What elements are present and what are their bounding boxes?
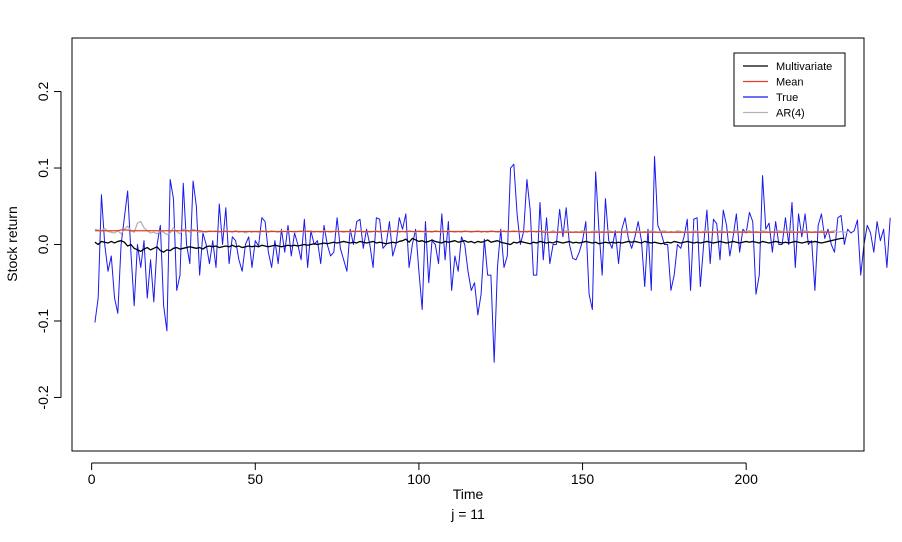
x-tick-label: 0: [88, 471, 96, 487]
y-tick-label: 0.2: [35, 82, 51, 102]
x-tick-label: 200: [735, 471, 759, 487]
y-axis: -0.2 -0.1 0.0 0.1 0.2: [35, 82, 62, 410]
series-line-multivariate: [94, 237, 845, 253]
legend: Multivariate Mean True AR(4): [733, 52, 846, 127]
x-tick-label: 50: [247, 471, 263, 487]
y-tick-label: 0.0: [35, 235, 51, 255]
x-tick-label: 100: [407, 471, 431, 487]
y-tick-label: 0.1: [35, 158, 51, 178]
legend-label: Mean: [776, 77, 804, 89]
legend-box: [733, 52, 846, 127]
x-axis-title: Time: [453, 486, 484, 502]
y-tick-label: -0.2: [35, 385, 51, 409]
series-line-mean: [94, 229, 835, 233]
legend-label: True: [776, 92, 798, 104]
series-line-true: [94, 156, 891, 363]
y-tick-label: -0.1: [35, 309, 51, 333]
legend-label: AR(4): [776, 108, 805, 120]
x-axis: 0 50 100 150 200: [88, 462, 759, 487]
legend-label: Multivariate: [776, 61, 832, 73]
plot-frame: [71, 37, 865, 452]
series-layer: [94, 156, 891, 363]
x-tick-label: 150: [571, 471, 595, 487]
y-axis-title: Stock return: [4, 206, 20, 281]
chart-subtitle: j = 11: [450, 506, 485, 522]
